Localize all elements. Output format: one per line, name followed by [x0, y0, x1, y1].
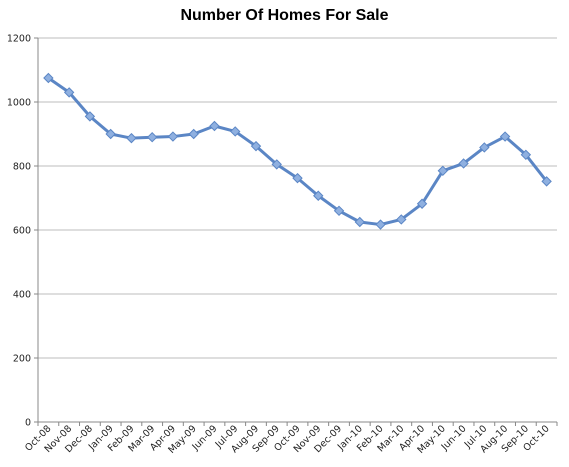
data-point [250, 140, 262, 152]
data-point [292, 172, 303, 184]
data-point [230, 126, 241, 137]
chart-title: Number Of Homes For Sale [180, 7, 389, 24]
y-tick-label: 200 [13, 354, 31, 365]
y-tick-label: 600 [13, 226, 31, 237]
data-point [105, 128, 116, 140]
data-point [146, 131, 158, 143]
data-point [416, 198, 428, 209]
y-tick-labels: 0 200 400 600 800 1000 1200 [7, 34, 31, 429]
data-series [43, 72, 552, 230]
data-point [354, 216, 365, 228]
data-point [126, 132, 137, 144]
x-tick-labels: Oct-08Nov-08Dec-08Jan-09Feb-09Mar-09Apr-… [23, 423, 552, 456]
series-line [47, 76, 548, 227]
data-point [458, 158, 469, 169]
data-point [375, 219, 386, 230]
data-point [209, 120, 220, 132]
y-tick-label: 1200 [7, 34, 31, 45]
y-tick-label: 1000 [7, 98, 31, 109]
data-point [84, 111, 96, 122]
gridlines [38, 37, 557, 359]
y-tick-label: 0 [25, 418, 31, 429]
data-point [396, 214, 407, 225]
data-point [271, 159, 282, 170]
data-point [520, 149, 532, 161]
data-point [43, 72, 54, 84]
data-point [63, 87, 75, 98]
data-point [499, 131, 511, 142]
data-point [437, 165, 449, 177]
y-tick-label: 800 [13, 162, 31, 173]
data-point [333, 205, 345, 217]
data-point [313, 190, 324, 201]
data-point [167, 131, 179, 142]
data-point [479, 142, 490, 153]
y-tick-label: 400 [13, 290, 31, 301]
data-point [541, 176, 552, 187]
axes [34, 37, 558, 426]
data-point [188, 128, 199, 140]
